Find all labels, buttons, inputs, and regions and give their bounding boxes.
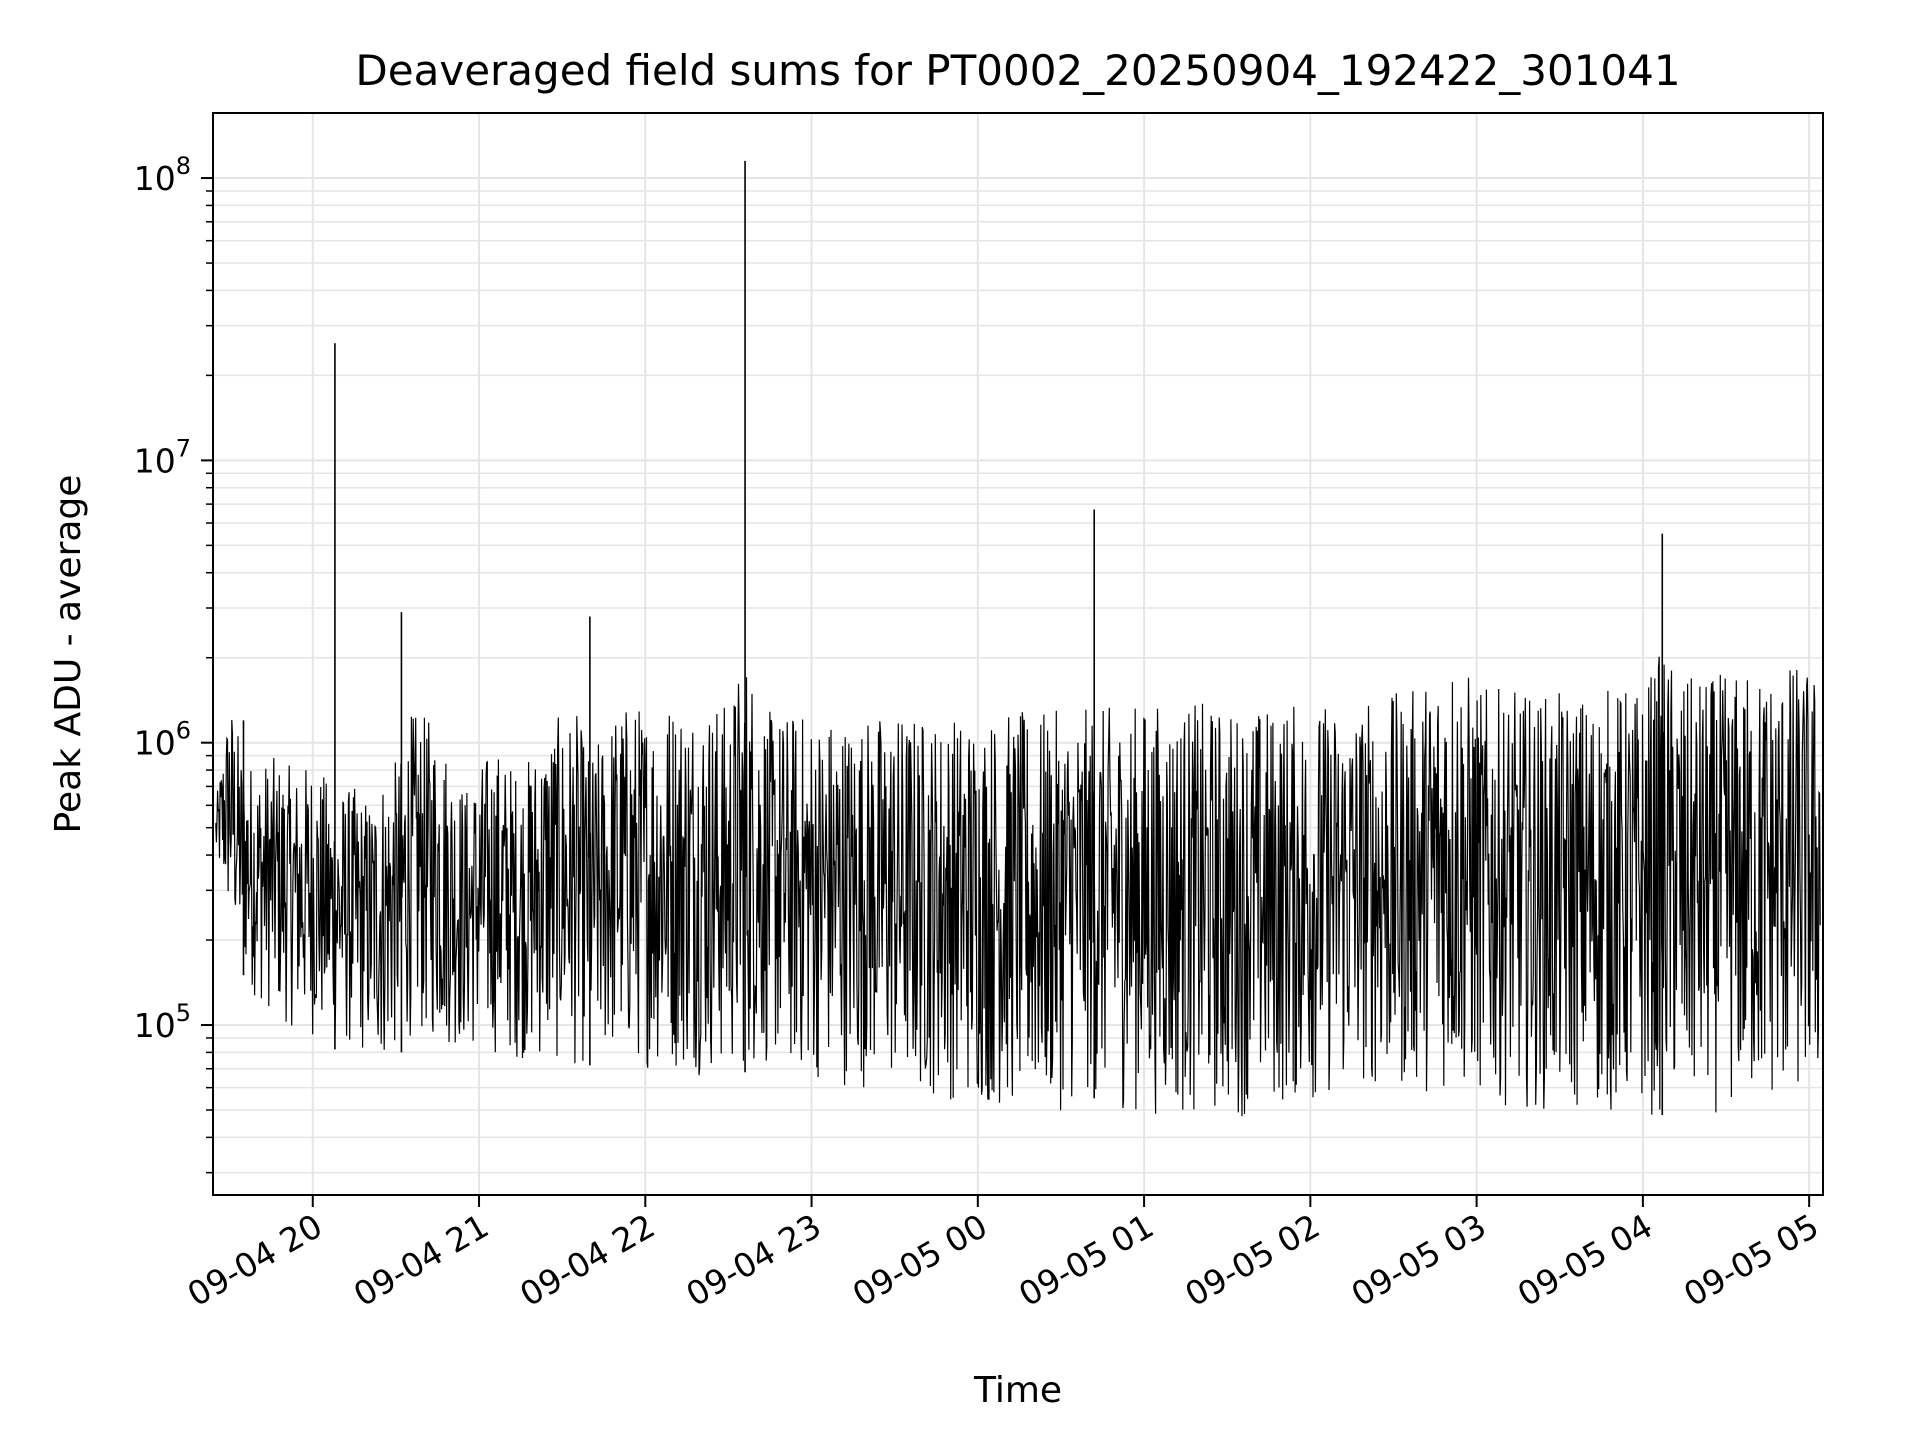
plot-area [215,160,1821,1117]
y-tick-label: 106 [134,717,191,763]
x-axis-label: Time [973,1370,1062,1411]
y-tick-label: 105 [134,999,191,1045]
series-line [215,656,1821,1117]
y-tick-label: 108 [134,152,191,198]
y-tick-label: 107 [134,434,191,480]
y-axis: 105 106 107 108 [134,152,213,1174]
chart-title: Deaveraged field sums for PT0002_2025090… [355,46,1680,95]
plot-frame [212,112,1824,1196]
y-axis-label: Peak ADU - average [48,475,89,834]
